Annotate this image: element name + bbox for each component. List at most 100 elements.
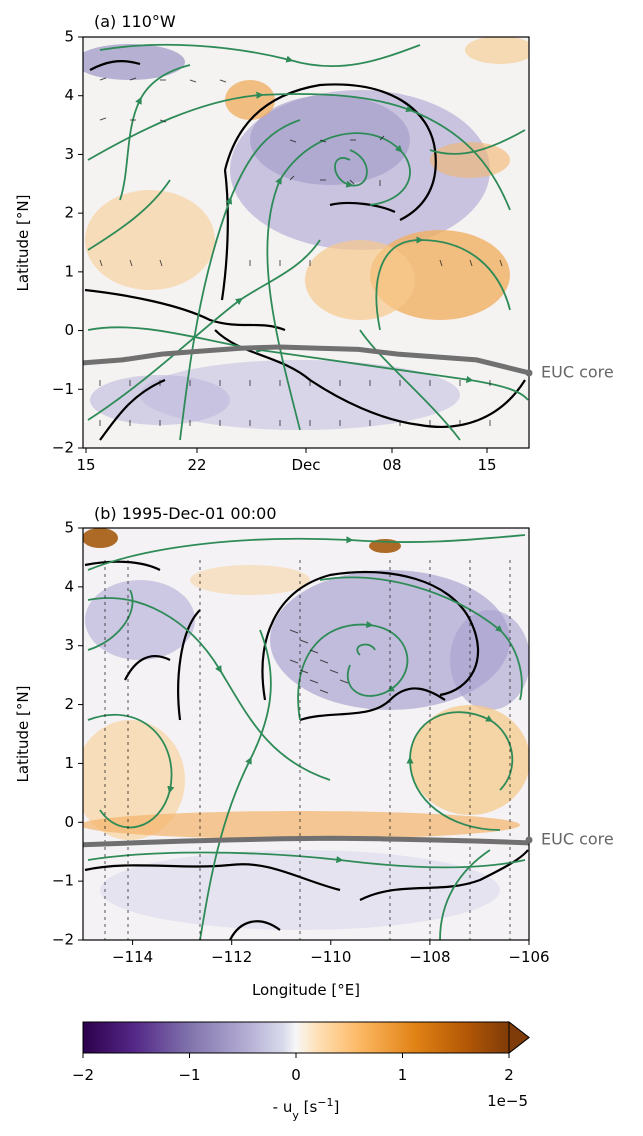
streamline [87,589,134,651]
euc-core-marker-b [525,836,533,844]
streamline [319,576,523,701]
panel-a-quiver [99,77,503,426]
colorbar-label: - uy [s−1] [273,1096,340,1122]
heat-blob [430,142,510,178]
panel-b: (b) 1995-Dec-01 00:00 [14,504,614,999]
panel-a-heatmap [83,37,529,430]
y-tick-label: 2 [64,204,74,222]
colorbar-label-close: ] [334,1098,340,1116]
heat-blob [450,610,529,710]
panel-a-title: (a) 110°W [94,12,176,31]
contour-line [89,60,141,71]
x-tick-label: −110 [310,948,351,966]
panel-a: (a) 110°W [14,12,614,474]
colorbar-tick-label: −2 [72,1066,94,1084]
contour-line [220,169,229,301]
x-tick-label: 08 [382,456,401,474]
streamline [87,851,526,869]
colorbar-ticks: −2 −1 0 1 2 [72,1053,514,1084]
y-tick-label: 5 [64,519,74,537]
streamline [359,329,461,441]
streamline [429,129,526,155]
euc-core-label-b: EUC core [541,830,614,849]
heat-blob [85,580,195,660]
streamline [439,849,491,940]
streamline [87,326,529,401]
panel-b-plot-area [83,528,529,940]
y-tick-label: 2 [64,695,74,713]
heat-blob [305,240,415,320]
heat-blob [190,565,310,595]
colorbar-label-prefix: - u [273,1098,293,1116]
streamline [179,119,301,441]
y-tick-label: 0 [64,813,74,831]
heat-blob [90,375,230,425]
colorbar-tick-label: 1 [398,1066,408,1084]
quiver-arrows [289,629,349,694]
colorbar-tick-label: −1 [178,1066,200,1084]
euc-core-line-b [83,835,529,848]
y-tick-label: 1 [64,262,74,280]
heat-blob [85,190,215,290]
panel-b-x-axis-label: Longitude [°E] [252,981,360,999]
panel-a-y-axis-label: Latitude [°N] [14,195,32,292]
panel-a-x-axis: 15 22 Dec 08 15 [76,448,497,474]
x-tick-label: 15 [76,456,95,474]
contour-line [177,609,201,721]
colorbar-tick-label: 2 [504,1066,514,1084]
y-tick-label: −2 [52,931,74,949]
euc-core-line-a [83,344,529,376]
streamline [266,132,411,431]
streamline [199,629,272,940]
colorbar-label-units: [s [299,1098,318,1116]
streamline [87,179,171,251]
panel-b-frame [82,527,530,941]
colorbar: −2 −1 0 1 2 - uy [s−1] 1e−5 [72,1020,530,1122]
y-tick-label: 5 [64,28,74,46]
x-tick-label: 22 [187,456,206,474]
y-tick-label: −1 [52,380,74,398]
y-tick-label: 3 [64,636,74,654]
colorbar-gradient [83,1022,509,1053]
streamline [87,91,511,211]
contour-line [124,654,171,681]
panel-b-streamlines [87,534,526,940]
colorbar-tick-label: 0 [291,1066,301,1084]
streamline [87,534,526,571]
panel-b-y-axis: −2 −1 0 1 2 3 4 5 [52,519,83,949]
euc-core-marker-a [525,369,533,377]
colorbar-extend-max [508,1020,530,1055]
y-tick-label: 4 [64,86,74,104]
y-tick-label: 1 [64,754,74,772]
heat-blob [465,37,529,64]
x-tick-label: 15 [477,456,496,474]
colorbar-offset-text: 1e−5 [487,1092,528,1110]
y-tick-label: −1 [52,872,74,890]
heat-blob [83,528,118,548]
x-tick-label: −106 [508,948,549,966]
x-tick-label: −108 [409,948,450,966]
panel-a-plot-area [83,37,529,448]
streamline [375,236,511,331]
streamline [99,43,421,68]
x-tick-label: −112 [211,948,252,966]
y-tick-label: 0 [64,321,74,339]
panel-b-quiver [104,560,511,940]
contour-line [261,570,480,701]
contour-line [329,201,396,213]
streamline [119,64,191,201]
contour-line [84,863,341,892]
x-tick-label: −114 [112,948,153,966]
panel-b-x-axis: −114 −112 −110 −108 −106 [112,940,550,966]
panel-b-title: (b) 1995-Dec-01 00:00 [94,504,277,523]
panel-b-y-axis-label: Latitude [°N] [14,686,32,783]
streamline [297,621,409,721]
quiver-arrows [104,560,511,940]
contour-line [99,378,166,441]
x-tick-label: Dec [291,456,320,474]
heat-blob [83,811,520,839]
panel-a-streamlines [87,43,529,441]
streamline [334,149,368,188]
streamline [87,239,321,421]
